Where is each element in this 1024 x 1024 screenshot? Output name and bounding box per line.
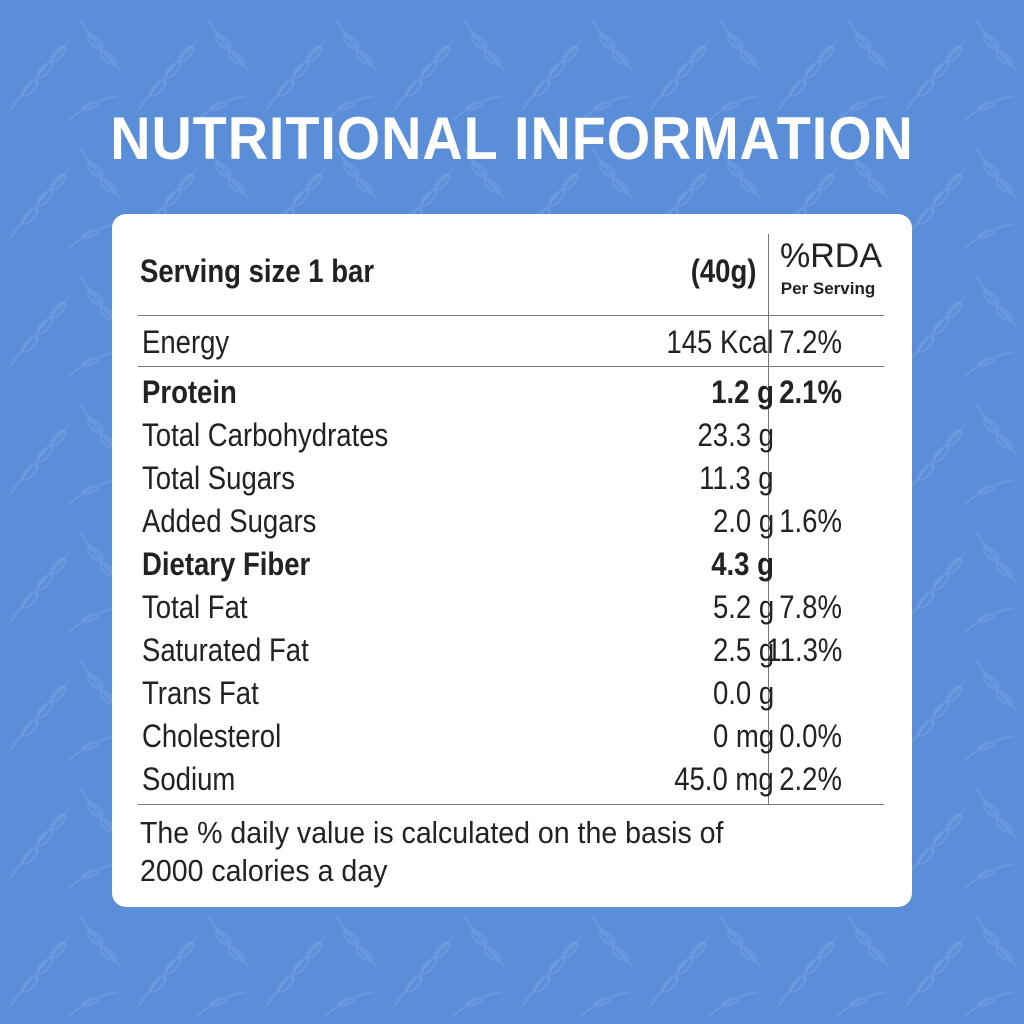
nutrient-amount: 4.3 g xyxy=(711,546,774,582)
nutrient-row: Cholesterol 0 mg 0.0% xyxy=(140,715,890,757)
nutrient-rda: 0.0% xyxy=(779,718,842,754)
nutrient-name: Total Sugars xyxy=(142,460,295,496)
column-divider xyxy=(768,234,769,805)
nutrient-name: Dietary Fiber xyxy=(142,546,311,582)
nutrient-rda: 2.2% xyxy=(779,761,842,797)
nutrient-rda: 2.1% xyxy=(779,374,842,410)
rda-header: %RDA xyxy=(780,237,883,275)
nutrient-amount: 1.2 g xyxy=(711,374,774,410)
header-divider xyxy=(138,315,884,316)
page-title: NUTRITIONAL INFORMATION xyxy=(110,105,914,172)
rda-subheader: Per Serving xyxy=(780,279,876,298)
nutrient-amount: 5.2 g xyxy=(712,589,774,625)
nutrient-name: Trans Fat xyxy=(142,675,259,711)
nutrient-row: Saturated Fat 2.5 g 11.3% xyxy=(140,629,890,671)
nutrient-name: Energy xyxy=(142,324,230,360)
nutrient-row: Added Sugars 2.0 g 1.6% xyxy=(140,500,890,542)
nutrient-rda: 1.6% xyxy=(779,503,842,539)
nutrient-amount: 23.3 g xyxy=(697,417,774,453)
nutrient-rda: 7.2% xyxy=(779,324,842,360)
nutrient-amount: 45.0 mg xyxy=(674,761,774,797)
nutrient-row: Total Carbohydrates 23.3 g xyxy=(140,414,890,456)
energy-divider xyxy=(138,366,884,367)
nutrient-amount: 11.3 g xyxy=(699,460,774,496)
serving-size-label: Serving size 1 bar xyxy=(140,253,375,289)
nutrient-name: Sodium xyxy=(142,761,236,797)
nutrient-amount: 145 Kcal xyxy=(666,324,774,360)
nutrient-amount: 2.0 g xyxy=(712,503,774,539)
daily-value-note: The % daily value is calculated on the b… xyxy=(140,815,724,888)
nutrient-row: Protein 1.2 g 2.1% xyxy=(140,371,890,413)
nutrient-name: Total Carbohydrates xyxy=(142,417,389,453)
nutrient-amount: 0 mg xyxy=(712,718,774,754)
nutrient-row: Dietary Fiber 4.3 g xyxy=(140,543,890,585)
nutrient-row: Trans Fat 0.0 g xyxy=(140,672,890,714)
nutrient-rda: 7.8% xyxy=(779,589,842,625)
nutrient-rda: 11.3% xyxy=(766,632,842,668)
nutrient-row: Energy 145 Kcal 7.2% xyxy=(140,321,890,363)
nutrient-amount: 2.5 g xyxy=(712,632,774,668)
nutrient-name: Added Sugars xyxy=(142,503,317,539)
nutrient-row: Total Fat 5.2 g 7.8% xyxy=(140,586,890,628)
serving-amount: (40g) xyxy=(690,253,756,289)
nutrient-row: Total Sugars 11.3 g xyxy=(140,457,890,499)
nutrient-row: Sodium 45.0 mg 2.2% xyxy=(140,758,890,800)
footer-divider xyxy=(138,804,884,805)
nutrient-name: Protein xyxy=(142,374,237,410)
nutrient-name: Total Fat xyxy=(142,589,248,625)
nutrition-card: Serving size 1 bar (40g) %RDA Per Servin… xyxy=(112,214,912,907)
nutrient-name: Cholesterol xyxy=(142,718,282,754)
nutrient-name: Saturated Fat xyxy=(142,632,309,668)
nutrient-amount: 0.0 g xyxy=(712,675,774,711)
